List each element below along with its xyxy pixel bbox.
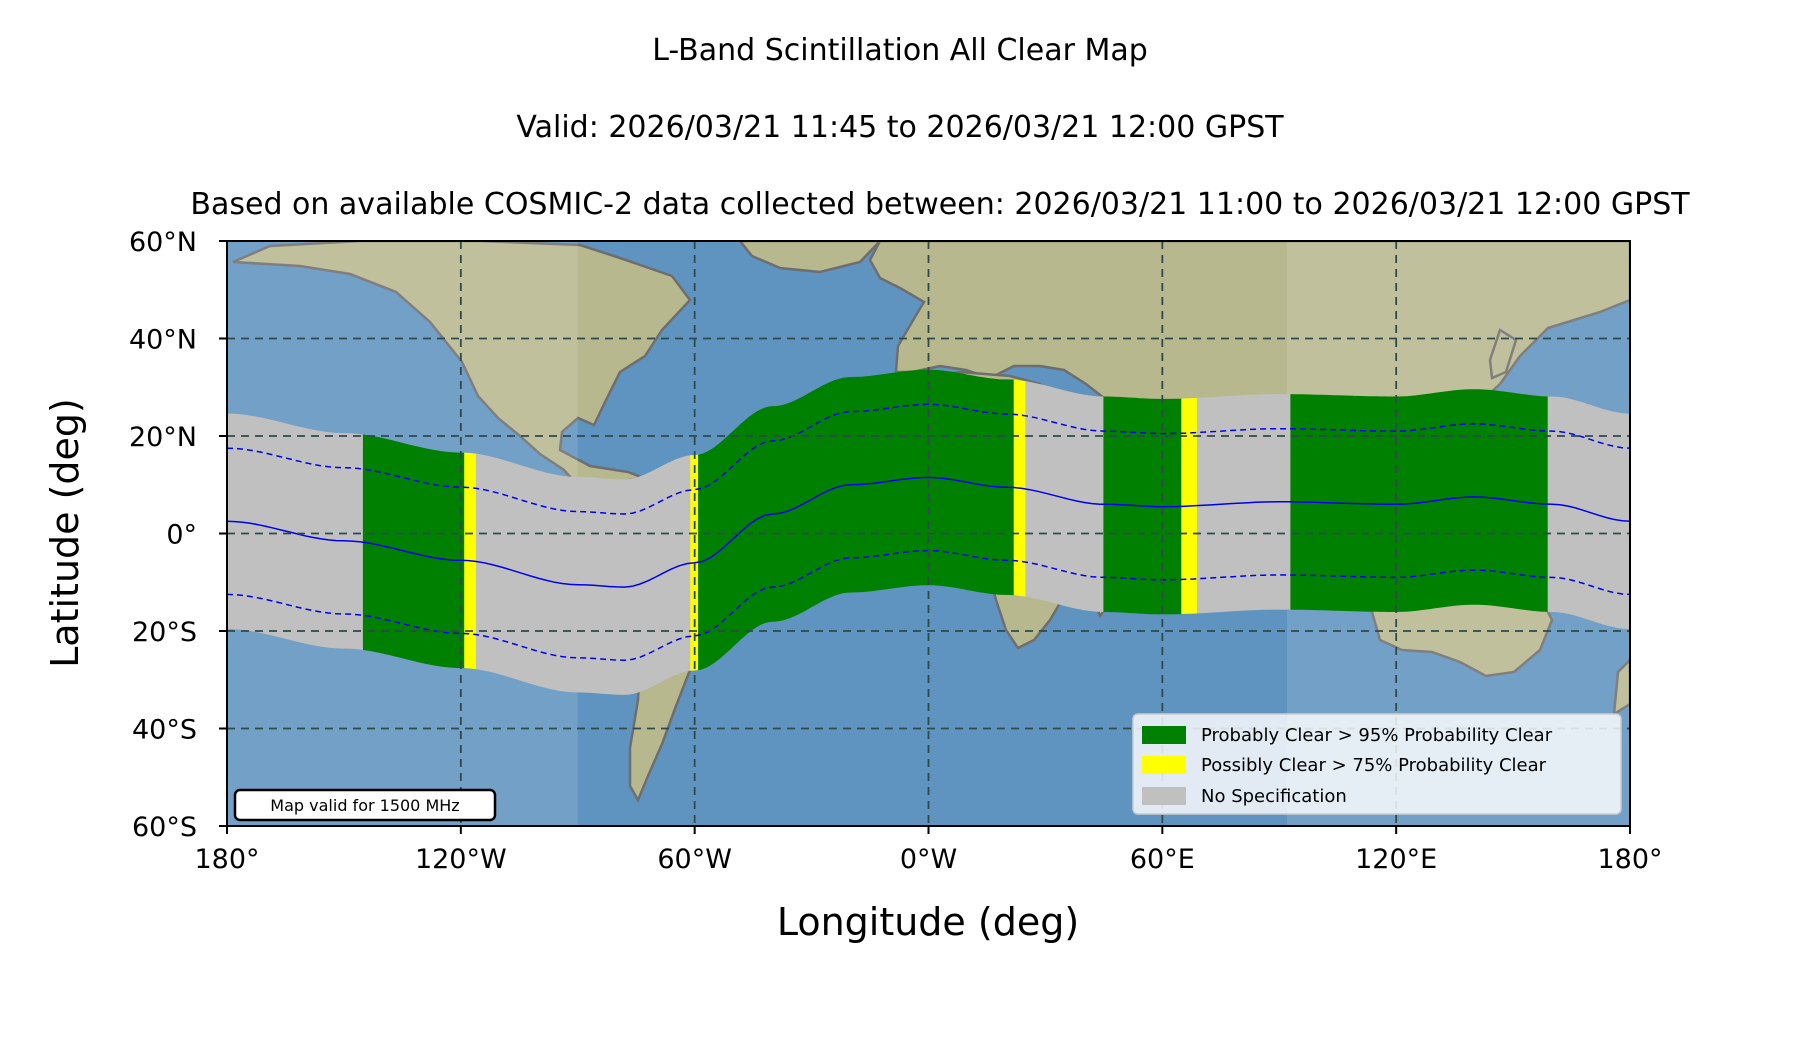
japan-land [1488, 328, 1518, 380]
y-tick-label-3: 0° [166, 520, 197, 551]
frequency-note-text: Map valid for 1500 MHz [270, 796, 459, 815]
map-title: L-Band Scintillation All Clear Map [652, 33, 1148, 68]
x-tick-label-1: 120°W [415, 844, 507, 875]
band-segment-no-spec-10 [1196, 394, 1292, 614]
legend-label-possibly-clear: Possibly Clear > 75% Probability Clear [1201, 755, 1547, 776]
band-segment-probably-clear-1 [362, 434, 466, 669]
legend: Probably Clear > 95% Probability Clear P… [1132, 713, 1622, 815]
y-tick-label-5: 40°S [132, 715, 197, 746]
y-axis-ticks: 60°N 40°N 20°N 0° 20°S 40°S 60°S [129, 227, 227, 843]
x-axis-label: Longitude (deg) [777, 900, 1079, 944]
x-tick-label-5: 120°E [1355, 844, 1437, 875]
new-zealand-land [1612, 658, 1630, 717]
y-tick-label-1: 40°N [129, 325, 197, 356]
legend-swatch-probably-clear [1142, 726, 1186, 744]
y-axis-label: Latitude (deg) [43, 398, 87, 668]
y-tick-label-0: 60°N [129, 227, 197, 258]
data-window-subtitle: Based on available COSMIC-2 data collect… [190, 187, 1690, 222]
magnetic-offset-line-0 [227, 403, 1630, 515]
frequency-note: Map valid for 1500 MHz [233, 788, 497, 822]
x-tick-label-2: 60°W [657, 844, 732, 875]
legend-box [1132, 713, 1622, 815]
x-tick-label-3: 0°W [900, 844, 957, 875]
x-tick-label-0: 180° [194, 844, 259, 875]
y-tick-label-2: 20°N [129, 422, 197, 453]
greenland-land [738, 241, 882, 274]
y-tick-label-6: 60°S [132, 812, 197, 843]
magnetic-equator-line [227, 476, 1630, 588]
x-tick-label-6: 180° [1597, 844, 1662, 875]
legend-label-no-specification: No Specification [1201, 786, 1347, 807]
valid-time-subtitle: Valid: 2026/03/21 11:45 to 2026/03/21 12… [516, 110, 1284, 145]
x-axis-ticks: 180° 120°W 60°W 0°W 60°E 120°E 180° [194, 826, 1663, 875]
legend-label-probably-clear: Probably Clear > 95% Probability Clear [1201, 725, 1553, 746]
y-tick-label-4: 20°S [132, 617, 197, 648]
legend-swatch-possibly-clear [1142, 756, 1186, 774]
x-tick-label-4: 60°E [1130, 844, 1195, 875]
legend-swatch-no-specification [1142, 787, 1186, 805]
frequency-note-box [233, 788, 497, 822]
north-america-land [232, 241, 692, 502]
